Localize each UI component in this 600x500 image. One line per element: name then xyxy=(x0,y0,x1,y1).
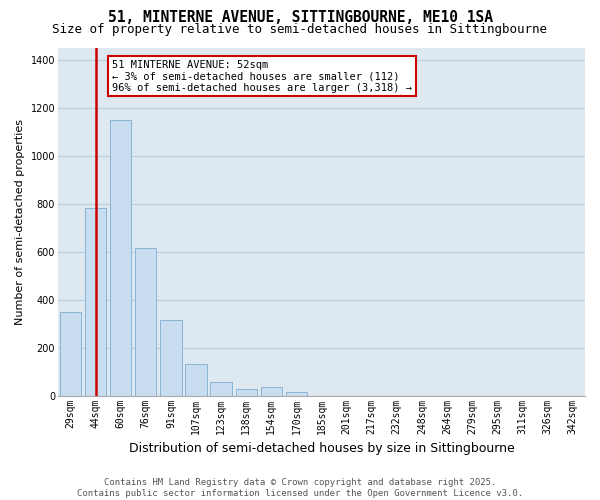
Bar xyxy=(60,312,81,396)
Bar xyxy=(211,382,232,396)
Bar xyxy=(236,389,257,396)
Bar xyxy=(286,392,307,396)
Bar xyxy=(110,120,131,396)
Bar xyxy=(160,320,182,396)
Bar xyxy=(260,387,282,396)
Text: 51, MINTERNE AVENUE, SITTINGBOURNE, ME10 1SA: 51, MINTERNE AVENUE, SITTINGBOURNE, ME10… xyxy=(107,10,493,25)
Bar xyxy=(135,248,157,396)
Text: Size of property relative to semi-detached houses in Sittingbourne: Size of property relative to semi-detach… xyxy=(53,22,548,36)
Bar xyxy=(85,208,106,396)
Y-axis label: Number of semi-detached properties: Number of semi-detached properties xyxy=(15,118,25,324)
Text: 51 MINTERNE AVENUE: 52sqm
← 3% of semi-detached houses are smaller (112)
96% of : 51 MINTERNE AVENUE: 52sqm ← 3% of semi-d… xyxy=(112,60,412,92)
X-axis label: Distribution of semi-detached houses by size in Sittingbourne: Distribution of semi-detached houses by … xyxy=(128,442,514,455)
Bar xyxy=(185,364,206,396)
Text: Contains HM Land Registry data © Crown copyright and database right 2025.
Contai: Contains HM Land Registry data © Crown c… xyxy=(77,478,523,498)
